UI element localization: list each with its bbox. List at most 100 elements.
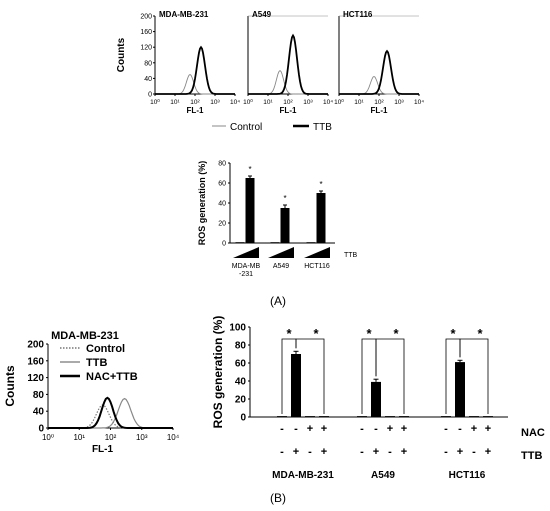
- bar-b-nac-sign: +: [401, 423, 407, 435]
- hist-y-tick-label: 80: [144, 60, 152, 67]
- bar-b-ttb-sign: +: [321, 446, 327, 458]
- bar-a-bar: [245, 178, 255, 243]
- bar-a-y-tick-label: 60: [218, 181, 226, 188]
- hist-b-title: MDA-MB-231: [51, 330, 119, 342]
- bar-b-bar: [469, 416, 479, 417]
- bar-b-bar: [305, 416, 315, 417]
- hist-x-tick-label: 10⁰: [334, 98, 344, 106]
- hist-x-tick-label: 10²: [374, 99, 384, 106]
- hist-xlabel: FL-1: [280, 106, 297, 115]
- bar-a-sig: *: [319, 180, 322, 189]
- hist-x-tick-label: 10⁴: [414, 99, 424, 106]
- bar-b-group-label: HCT116: [449, 470, 486, 481]
- bar-a-category-label: A549: [273, 263, 289, 270]
- bar-b-nac-sign: -: [280, 423, 284, 435]
- bar-a-bar: [306, 242, 316, 243]
- bar-b-nac-sign: +: [307, 423, 313, 435]
- hist-x-tick-label: 10³: [394, 99, 404, 106]
- hist-b-y-tick-label: 120: [27, 373, 44, 384]
- hist-panel-title: MDA-MB-231: [159, 10, 209, 19]
- bar-b-nac-sign: -: [374, 423, 378, 435]
- bar-b-nac-sign: -: [360, 423, 364, 435]
- hist-b-legend-label: TTB: [86, 357, 107, 369]
- bar-b-sig: *: [286, 326, 292, 341]
- bar-b-row-label-nac: NAC: [521, 427, 545, 439]
- hist-panel-0: MDA-MB-231 10⁰ 10¹ 10² 10³ 10⁴ FL-1 0 40 80 120 160…: [140, 10, 240, 115]
- bar-b-ttb-sign: -: [444, 446, 448, 458]
- bar-b-ylabel: ROS generation (%): [211, 316, 225, 429]
- hist-panel-title: A549: [252, 10, 272, 19]
- bar-b-sig: *: [313, 326, 319, 341]
- hist-xlabel: FL-1: [371, 106, 388, 115]
- bar-b-bracket: [459, 338, 489, 414]
- bar-a-bar: [270, 242, 280, 243]
- bar-a-y-tick-label: 40: [218, 201, 226, 208]
- bar-a-ramp: [233, 247, 259, 258]
- bar-b-bar: [357, 416, 367, 417]
- hist-x-tick-label: 10¹: [170, 99, 180, 106]
- bar-b-y-tick-label: 100: [229, 323, 246, 334]
- hist-x-tick-label: 10³: [210, 99, 220, 106]
- bar-a-y-tick-label: 0: [222, 241, 226, 248]
- bar-b-y-tick-label: 40: [235, 377, 247, 388]
- bar-b-bar: [399, 416, 409, 417]
- bar-b-ttb-sign: +: [485, 446, 491, 458]
- bar-b-ttb-sign: +: [401, 446, 407, 458]
- bar-a-bar: [235, 242, 245, 243]
- bar-b-ttb-sign: +: [293, 446, 299, 458]
- bar-b-y-tick-label: 80: [235, 341, 247, 352]
- hist-y-tick-label: 0: [148, 92, 152, 99]
- bar-b-bracket: [375, 338, 405, 414]
- hist-x-tick-label: 10¹: [263, 99, 273, 106]
- bar-b-group-label: MDA-MB-231: [272, 470, 334, 481]
- bar-a-treatment-label: TTB: [344, 252, 358, 259]
- bar-a-ramp: [268, 247, 294, 258]
- bar-b-bracket: [295, 338, 325, 414]
- bar-a-category-label: -231: [239, 271, 253, 278]
- bar-b-ttb-sign: -: [360, 446, 364, 458]
- bar-b-nac-sign: +: [321, 423, 327, 435]
- hist-b-x-tick-label: 10¹: [73, 433, 85, 442]
- bar-b-ttb-sign: +: [373, 446, 379, 458]
- hist-y-tick-label: 120: [140, 45, 152, 52]
- bar-a-y-tick-label: 80: [218, 161, 226, 168]
- bar-b-bar: [277, 416, 287, 417]
- panel-b-label: (B): [270, 491, 286, 505]
- bar-a-category-label: HCT116: [304, 263, 330, 270]
- hist-x-tick-label: 10²: [283, 99, 293, 106]
- bar-b-y-tick-label: 20: [235, 395, 247, 406]
- hist-b-x-tick-label: 10²: [105, 433, 117, 442]
- bar-b-row-label-ttb: TTB: [521, 450, 542, 462]
- hist-b-curve-nac-ttb: [48, 396, 173, 429]
- hist-y-tick-label: 160: [140, 29, 152, 36]
- bar-b-bar: [483, 416, 493, 417]
- hist-y-tick-label: 200: [140, 14, 152, 21]
- hist-xlabel: FL-1: [187, 106, 204, 115]
- hist-b-y-tick-label: 80: [33, 390, 45, 401]
- bar-a-sig: *: [283, 194, 286, 203]
- hist-b-xlabel: FL-1: [92, 444, 114, 455]
- bar-b-sig: *: [366, 326, 372, 341]
- hist-b-x-tick-label: 10³: [136, 433, 148, 442]
- hist-x-tick-label: 10³: [303, 99, 313, 106]
- hist-panel-1: A549 10⁰ 10¹ 10² 10³ 10⁴ FL-1: [243, 10, 333, 115]
- bar-b-bar: [291, 354, 301, 417]
- bar-b-y-tick-label: 0: [240, 413, 246, 424]
- panel-b-histogram: MDA-MB-231 0 40 80 120 160 200 10⁰ 10¹ 10² 10³ 10⁴ F…: [3, 330, 180, 455]
- hist-b-legend-label: Control: [86, 343, 125, 355]
- bar-a-y-tick-label: 20: [218, 221, 226, 228]
- bar-b-ttb-sign: -: [472, 446, 476, 458]
- hist-curve-ttb: [339, 49, 419, 95]
- legend-control-label: Control: [230, 122, 262, 133]
- panel-a-label: (A): [270, 294, 286, 308]
- bar-b-nac-sign: -: [444, 423, 448, 435]
- hist-x-tick-label: 10⁰: [243, 98, 253, 106]
- bar-b-sig: *: [450, 326, 456, 341]
- panel-a-histograms: Counts MDA-MB-231 10⁰ 10¹ 10² 10³ 10⁴ FL-1 0 40 80…: [116, 10, 424, 133]
- bar-a-ylabel: ROS generation (%): [197, 161, 207, 246]
- bar-b-nac-sign: +: [387, 423, 393, 435]
- hist-b-x-tick-label: 10⁴: [167, 433, 180, 442]
- bar-b-bar: [441, 416, 451, 417]
